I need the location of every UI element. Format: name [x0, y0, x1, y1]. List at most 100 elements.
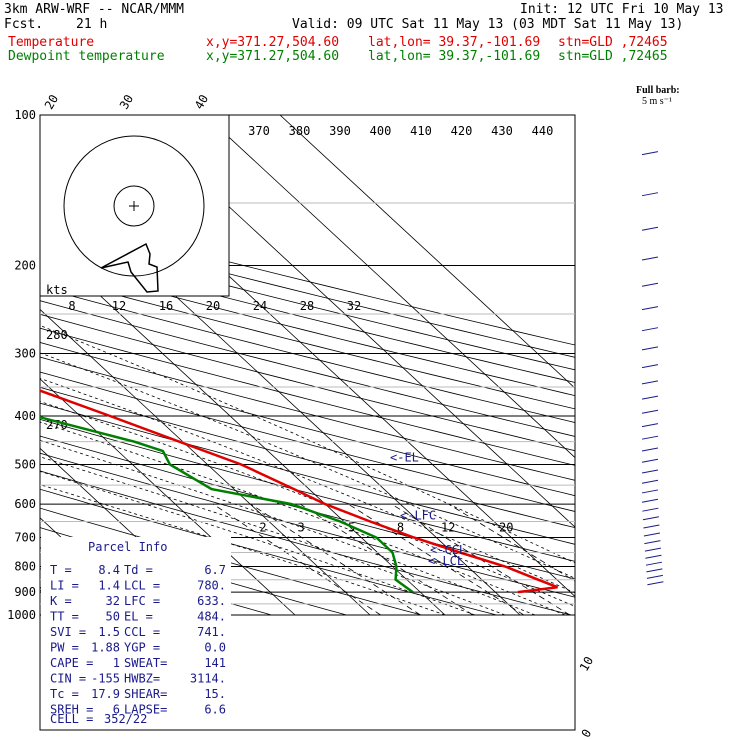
barb-unit-label: 5 m s⁻¹: [642, 96, 672, 107]
mixing-ratio-label: 8: [397, 521, 404, 535]
temperature-xy: x,y=371.27,504.60: [206, 35, 340, 50]
wind-barb: [641, 282, 659, 287]
hodograph-speed-label: 16: [159, 299, 173, 313]
parcel-key: SVI =: [50, 625, 86, 639]
parcel-key: PW =: [50, 641, 79, 655]
hodograph-unit: kts: [46, 283, 68, 297]
parcel-value: 6: [113, 703, 120, 717]
theta-e-label: 390: [329, 124, 351, 138]
mixing-ratio-label: 12: [441, 521, 455, 535]
hodograph-trace: [100, 242, 159, 293]
temperature-station: stn=GLD ,72465: [558, 35, 668, 50]
parcel-key: SREH =: [50, 703, 93, 717]
parcel-key: Tc =: [50, 687, 79, 701]
dewpoint-legend: Dewpoint temperature: [8, 49, 165, 64]
wind-barb: [641, 306, 659, 311]
wind-barb: [645, 554, 662, 559]
wind-barb: [641, 423, 659, 428]
isotherm-line: [279, 115, 575, 389]
parcel-value: 6.7: [204, 563, 226, 577]
wind-barb: [641, 479, 659, 484]
parcel-key: HWBZ=: [124, 672, 160, 686]
model-title: 3km ARW-WRF -- NCAR/MMM: [4, 2, 185, 17]
isotherm-label: 20: [42, 92, 61, 112]
parcel-value: 484.: [197, 610, 226, 624]
full-barb-label: Full barb:: [636, 85, 680, 96]
forecast-label: Fcst.: [4, 17, 44, 32]
level-label: <-CCL: [430, 543, 466, 557]
wind-barb: [641, 346, 659, 351]
parcel-key: LAPSE=: [124, 703, 167, 717]
mixing-ratio-label: 3: [298, 521, 305, 535]
pressure-label-700: 700: [14, 531, 36, 545]
wind-barb: [643, 524, 660, 529]
parcel-value: 352/22: [104, 712, 147, 726]
wind-barb: [646, 568, 663, 573]
wind-barb: [641, 435, 659, 440]
wind-barb: [641, 498, 659, 503]
hodograph-ring: [113, 185, 155, 227]
pressure-label-400: 400: [14, 409, 36, 423]
parcel-key: EL =: [124, 610, 153, 624]
parcel-value: 633.: [197, 594, 226, 608]
parcel-value: 1.88: [91, 641, 120, 655]
isotherm-label: 10: [577, 654, 596, 674]
parcel-value: 50: [106, 610, 120, 624]
parcel-value: 32: [106, 594, 120, 608]
wind-barb: [644, 547, 661, 552]
parcel-key: LFC =: [124, 594, 160, 608]
isotherm-line: [40, 239, 446, 616]
theta-e-label: 410: [410, 124, 432, 138]
wind-barb: [641, 192, 659, 197]
wind-barb: [641, 380, 659, 385]
parcel-key: T =: [50, 563, 72, 577]
wind-barb: [644, 540, 661, 545]
level-markers: <-EL <-LFC <-CCL<-LCL: [390, 450, 466, 568]
parcel-key: CCL =: [124, 625, 160, 639]
wind-barb: [641, 395, 659, 400]
theta-e-label: 440: [532, 124, 554, 138]
level-label: <-LFC: [400, 509, 436, 523]
mixing-ratio-label: 2: [259, 521, 266, 535]
wind-barb: [641, 226, 659, 231]
parcel-panel-bg: [41, 537, 231, 729]
moist-adiabat-line: [40, 484, 446, 616]
moist-adiabat-line: [40, 352, 575, 579]
parcel-value: 15.: [204, 687, 226, 701]
hodograph-speed-label: 12: [112, 299, 126, 313]
isotherm-label: 30: [117, 92, 136, 112]
wind-barb: [641, 151, 659, 156]
parcel-key: Td =: [124, 563, 153, 577]
theta-e-label: 430: [491, 124, 513, 138]
hodograph-speed-label: 32: [347, 299, 361, 313]
mixing-ratio-label: 20: [499, 521, 513, 535]
dry-adiabat-label: 280: [46, 328, 68, 342]
theta-e-label: 370: [248, 124, 270, 138]
wind-barbs: [641, 151, 664, 586]
dewpoint-latlon: lat,lon= 39.37,-101.69: [368, 49, 541, 64]
pressure-label-100: 100: [14, 108, 36, 122]
init-time: Init: 12 UTC Fri 10 May 13: [520, 2, 724, 17]
parcel-key: K =: [50, 594, 72, 608]
parcel-key: YGP =: [124, 641, 160, 655]
theta-e-labels: 370 380 390 400 410 420 430 440: [248, 124, 553, 138]
theta-e-label: 400: [370, 124, 392, 138]
temperature-line: [40, 389, 558, 594]
dewpoint-line: [40, 415, 414, 594]
dewpoint-xy: x,y=371.27,504.60: [206, 49, 340, 64]
dewpoint-station: stn=GLD ,72465: [558, 49, 668, 64]
hodograph-speed-label: 28: [300, 299, 314, 313]
wind-barb: [642, 516, 659, 521]
parcel-value: 141: [204, 656, 226, 670]
mixing-ratio-line: [250, 503, 421, 616]
hodograph-speed-label: 8: [68, 299, 75, 313]
wind-barb: [641, 469, 659, 474]
parcel-value: 0.0: [204, 641, 226, 655]
isotherm-label: 40: [192, 92, 211, 112]
wind-barb: [641, 256, 659, 261]
wind-barb: [641, 364, 659, 369]
parcel-key: CELL =: [50, 712, 93, 726]
pressure-axis-labels: 100 200 300 400 500 600 700 800 900 1000: [7, 108, 36, 622]
mixing-ratio-line: [348, 503, 525, 616]
